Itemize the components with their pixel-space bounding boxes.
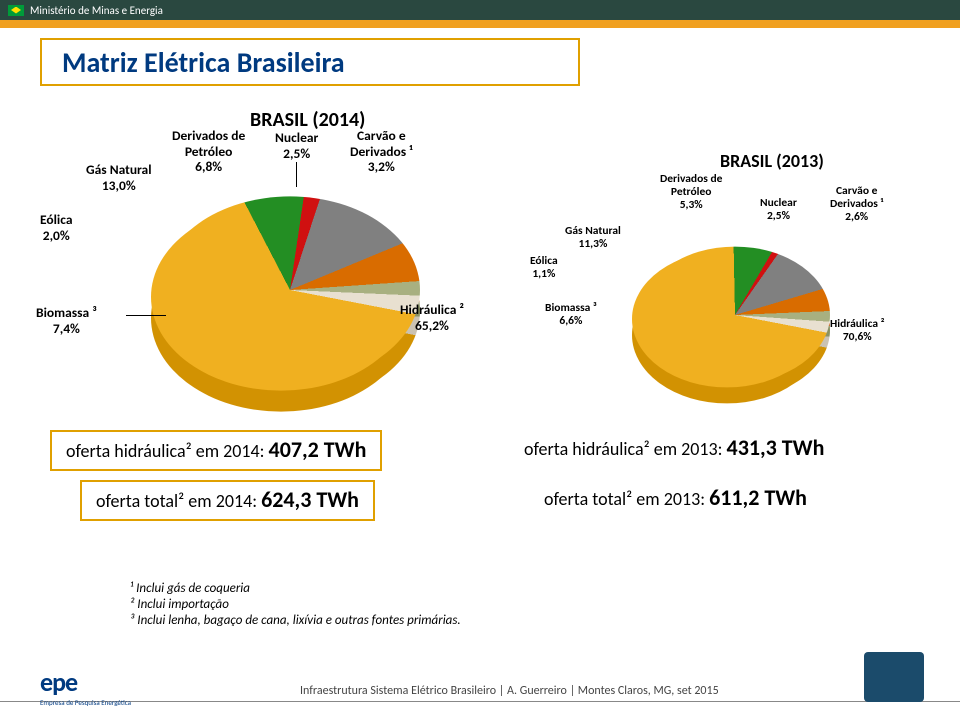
footnotes: ¹ Inclui gás de coqueria ² Inclui import… — [130, 580, 461, 629]
lbl-2013-eolica: Eólica1,1% — [530, 255, 558, 281]
lbl-2014-biomassa: Biomassa ³7,4% — [36, 305, 97, 336]
lbl-2013-nuclear: Nuclear2,5% — [760, 197, 797, 223]
lbl-2013-petroleo: Derivados dePetróleo5,3% — [660, 173, 722, 213]
footer-text: Infraestrutura Sistema Elétrico Brasilei… — [300, 684, 719, 698]
footer: epe Empresa de Pesquisa Energética Infra… — [0, 660, 960, 720]
lbl-2014-hidraulica: Hidráulica ²65,2% — [400, 302, 464, 333]
accent-bar — [0, 20, 960, 28]
lbl-2014-carvao: Carvão eDerivados ¹3,2% — [350, 128, 413, 175]
lbl-2013-biomassa: Biomassa ³6,6% — [545, 302, 597, 328]
chart-2014 — [160, 160, 420, 420]
ministry-name: Ministério de Minas e Energia — [30, 4, 163, 17]
lbl-2013-gas: Gás Natural11,3% — [565, 225, 621, 251]
lbl-2014-gas: Gás Natural13,0% — [86, 162, 152, 193]
br-flag-icon — [8, 5, 24, 16]
lbl-2014-petroleo: Derivados dePetróleo6,8% — [172, 128, 245, 175]
lbl-2013-hidraulica: Hidráulica ²70,6% — [830, 318, 885, 344]
lbl-2014-eolica: Eólica2,0% — [40, 212, 72, 243]
epe-logo: epe Empresa de Pesquisa Energética — [40, 666, 140, 706]
stat-hidro-2013: oferta hidráulica² em 2013: 431,3 TWh — [510, 430, 838, 467]
chart-2013-title: BRASIL (2013) — [720, 150, 824, 172]
stat-hidro-2014: oferta hidráulica² em 2014: 407,2 TWh — [50, 430, 382, 471]
header-bar: Ministério de Minas e Energia — [0, 0, 960, 20]
stat-total-2013: oferta total² em 2013: 611,2 TWh — [530, 480, 821, 517]
lbl-2014-nuclear: Nuclear2,5% — [275, 130, 318, 161]
lbl-2013-carvao: Carvão eDerivados ¹2,6% — [830, 185, 883, 225]
page-title: Matriz Elétrica Brasileira — [40, 38, 580, 86]
workshop-badge-icon — [864, 652, 924, 702]
chart-2013 — [640, 220, 830, 410]
stat-total-2014: oferta total² em 2014: 624,3 TWh — [80, 480, 375, 521]
